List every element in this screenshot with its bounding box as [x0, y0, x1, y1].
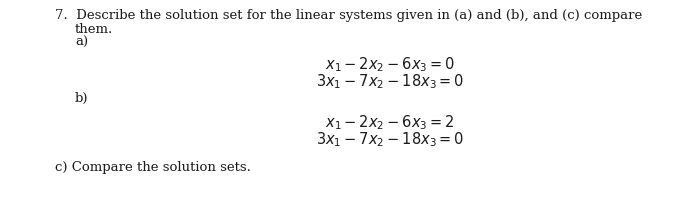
Text: $3x_1 - 7x_2 - 18x_3 = 0$: $3x_1 - 7x_2 - 18x_3 = 0$ — [316, 72, 464, 90]
Text: a): a) — [75, 36, 88, 49]
Text: b): b) — [75, 92, 88, 104]
Text: c) Compare the solution sets.: c) Compare the solution sets. — [55, 160, 251, 173]
Text: 7.  Describe the solution set for the linear systems given in (a) and (b), and (: 7. Describe the solution set for the lin… — [55, 9, 643, 22]
Text: $x_1 - 2x_2 - 6x_3 = 2$: $x_1 - 2x_2 - 6x_3 = 2$ — [326, 112, 455, 131]
Text: them.: them. — [75, 23, 113, 36]
Text: $x_1 - 2x_2 - 6x_3 = 0$: $x_1 - 2x_2 - 6x_3 = 0$ — [325, 55, 455, 73]
Text: $3x_1 - 7x_2 - 18x_3 = 0$: $3x_1 - 7x_2 - 18x_3 = 0$ — [316, 129, 464, 148]
